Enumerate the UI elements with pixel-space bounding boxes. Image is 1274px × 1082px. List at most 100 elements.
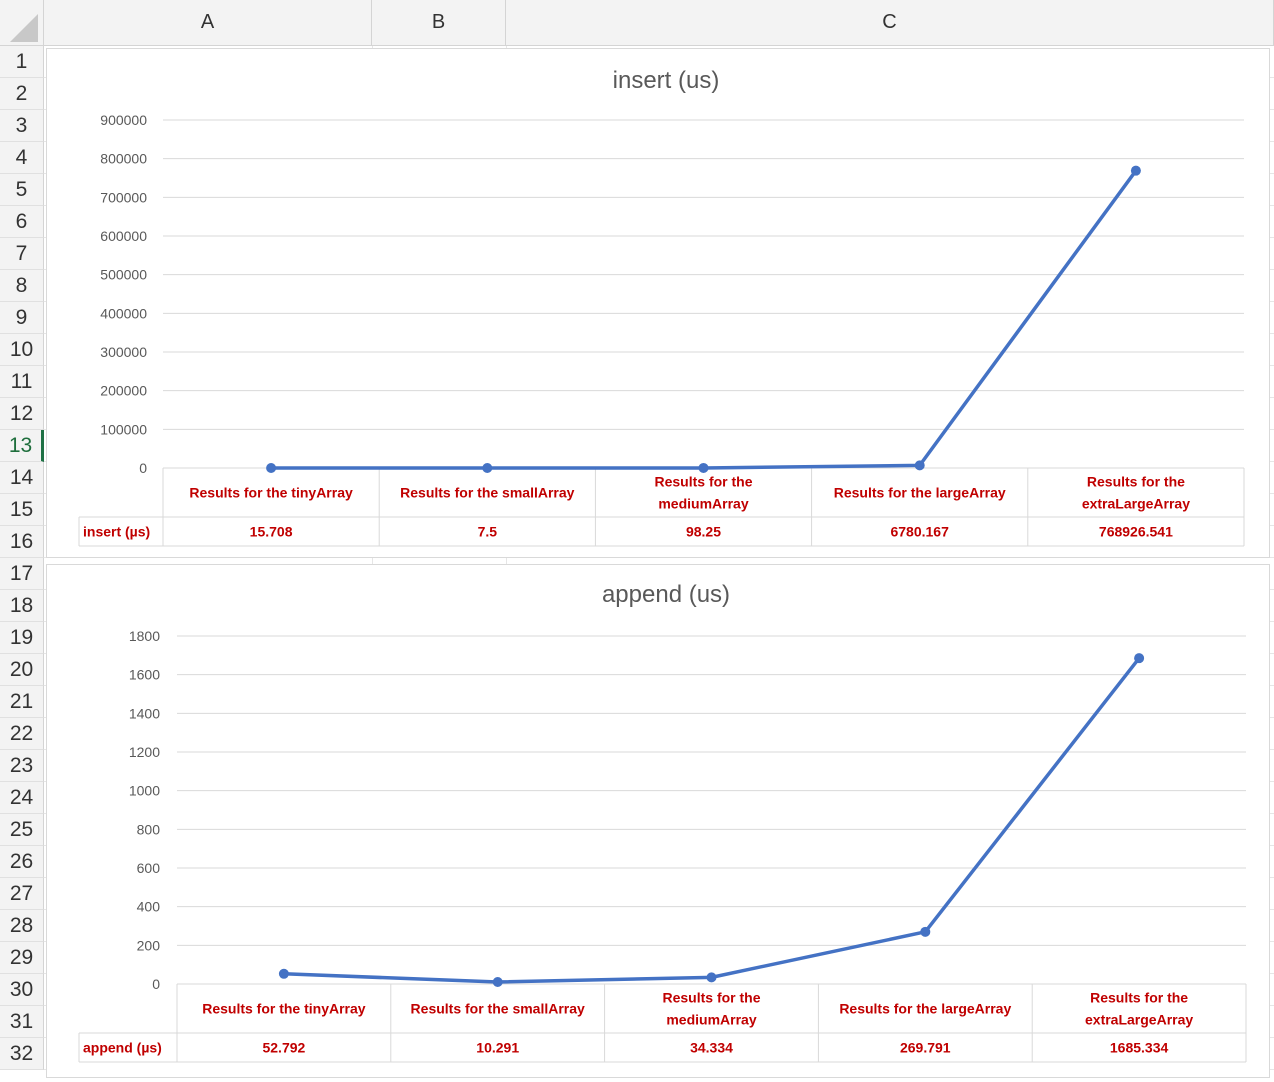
y-tick-label: 900000 xyxy=(100,112,147,128)
data-value-label: 15.708 xyxy=(250,524,293,540)
row-header-9[interactable]: 9 xyxy=(0,302,44,334)
row-header-13[interactable]: 13 xyxy=(0,430,44,462)
row-header-15[interactable]: 15 xyxy=(0,494,44,526)
data-value-label: 10.291 xyxy=(476,1040,519,1056)
row-header-2[interactable]: 2 xyxy=(0,78,44,110)
data-point xyxy=(278,968,289,979)
y-tick-label: 200 xyxy=(137,937,161,953)
category-label: mediumArray xyxy=(666,1012,756,1028)
data-value-label: 768926.541 xyxy=(1099,524,1173,540)
row-header-18[interactable]: 18 xyxy=(0,590,44,622)
category-label: Results for the xyxy=(1090,990,1188,1006)
column-header-a[interactable]: A xyxy=(44,0,372,46)
row-header-16[interactable]: 16 xyxy=(0,526,44,558)
data-point xyxy=(914,460,925,471)
series-row-label: append (µs) xyxy=(83,1040,162,1056)
y-tick-label: 600000 xyxy=(100,228,147,244)
row-header-3[interactable]: 3 xyxy=(0,110,44,142)
column-header-b[interactable]: B xyxy=(372,0,506,46)
category-label: Results for the smallArray xyxy=(400,485,574,501)
row-header-14[interactable]: 14 xyxy=(0,462,44,494)
y-tick-label: 100000 xyxy=(100,421,147,437)
category-label: mediumArray xyxy=(658,496,748,512)
category-label: Results for the largeArray xyxy=(834,485,1006,501)
data-value-label: 1685.334 xyxy=(1110,1040,1169,1056)
select-all-triangle-icon xyxy=(10,14,38,42)
data-value-label: 7.5 xyxy=(478,524,498,540)
category-label: extraLargeArray xyxy=(1085,1012,1193,1028)
data-point xyxy=(920,926,931,937)
series-line xyxy=(283,657,1141,984)
row-header-11[interactable]: 11 xyxy=(0,366,44,398)
row-header-17[interactable]: 17 xyxy=(0,558,44,590)
row-header-24[interactable]: 24 xyxy=(0,782,44,814)
y-tick-label: 0 xyxy=(152,976,160,992)
category-label: Results for the tinyArray xyxy=(189,485,353,501)
row-header-1[interactable]: 1 xyxy=(0,46,44,78)
row-header-22[interactable]: 22 xyxy=(0,718,44,750)
row-header-27[interactable]: 27 xyxy=(0,878,44,910)
y-tick-label: 1200 xyxy=(129,744,160,760)
series-row-label: insert (µs) xyxy=(83,524,150,540)
insert-chart[interactable]: insert (us) 0 100000 200000 300000 400000 5000… xyxy=(46,48,1270,558)
data-point xyxy=(1134,653,1145,664)
data-value-label: 6780.167 xyxy=(890,524,949,540)
row-header-7[interactable]: 7 xyxy=(0,238,44,270)
column-gridline xyxy=(372,46,373,1078)
row-header-28[interactable]: 28 xyxy=(0,910,44,942)
row-header-4[interactable]: 4 xyxy=(0,142,44,174)
select-all-corner[interactable] xyxy=(0,0,44,46)
row-header-25[interactable]: 25 xyxy=(0,814,44,846)
column-gridline xyxy=(506,46,507,1078)
data-value-label: 98.25 xyxy=(686,524,721,540)
row-header-23[interactable]: 23 xyxy=(0,750,44,782)
data-point xyxy=(698,462,709,473)
category-label: Results for the xyxy=(1087,474,1185,490)
column-header-c[interactable]: C xyxy=(506,0,1274,46)
data-point xyxy=(706,972,717,983)
data-point xyxy=(492,977,503,988)
y-tick-label: 1600 xyxy=(129,667,160,683)
row-header-32[interactable]: 32 xyxy=(0,1038,44,1070)
chart-canvas: insert (us) 0 100000 200000 300000 400000 5000… xyxy=(78,67,1245,547)
chart-title: append (us) xyxy=(602,581,730,608)
row-header-12[interactable]: 12 xyxy=(0,398,44,430)
data-point xyxy=(266,462,277,473)
y-tick-label: 1000 xyxy=(129,783,160,799)
row-header-30[interactable]: 30 xyxy=(0,974,44,1006)
chart-title: insert (us) xyxy=(613,67,720,94)
y-tick-label: 1800 xyxy=(129,628,160,644)
chart-canvas: append (us) 0 200 400 600 800 1000 1200 1400 1600… xyxy=(78,581,1247,1063)
row-header-31[interactable]: 31 xyxy=(0,1006,44,1038)
y-tick-label: 700000 xyxy=(100,189,147,205)
category-label: Results for the xyxy=(654,474,752,490)
row-header-20[interactable]: 20 xyxy=(0,654,44,686)
category-label: Results for the largeArray xyxy=(839,1001,1011,1017)
category-label: extraLargeArray xyxy=(1082,496,1190,512)
category-label: Results for the smallArray xyxy=(411,1001,585,1017)
category-label: Results for the xyxy=(662,990,760,1006)
data-value-label: 52.792 xyxy=(262,1040,305,1056)
row-header-29[interactable]: 29 xyxy=(0,942,44,974)
y-tick-label: 1400 xyxy=(129,705,160,721)
row-header-26[interactable]: 26 xyxy=(0,846,44,878)
row-header-21[interactable]: 21 xyxy=(0,686,44,718)
y-tick-label: 800 xyxy=(137,821,161,837)
y-tick-label: 800000 xyxy=(100,151,147,167)
append-chart[interactable]: append (us) 0 200 400 600 800 1000 1200 1400 1600… xyxy=(46,564,1270,1078)
y-tick-label: 400 xyxy=(137,899,161,915)
row-header-5[interactable]: 5 xyxy=(0,174,44,206)
series-line xyxy=(271,169,1138,470)
y-tick-label: 600 xyxy=(137,860,161,876)
data-point xyxy=(482,462,493,473)
row-header-19[interactable]: 19 xyxy=(0,622,44,654)
y-tick-label: 400000 xyxy=(100,305,147,321)
row-header-8[interactable]: 8 xyxy=(0,270,44,302)
y-tick-label: 200000 xyxy=(100,383,147,399)
y-tick-label: 0 xyxy=(139,460,147,476)
y-tick-label: 300000 xyxy=(100,344,147,360)
row-header-6[interactable]: 6 xyxy=(0,206,44,238)
data-value-label: 269.791 xyxy=(900,1040,951,1056)
y-tick-label: 500000 xyxy=(100,267,147,283)
row-header-10[interactable]: 10 xyxy=(0,334,44,366)
